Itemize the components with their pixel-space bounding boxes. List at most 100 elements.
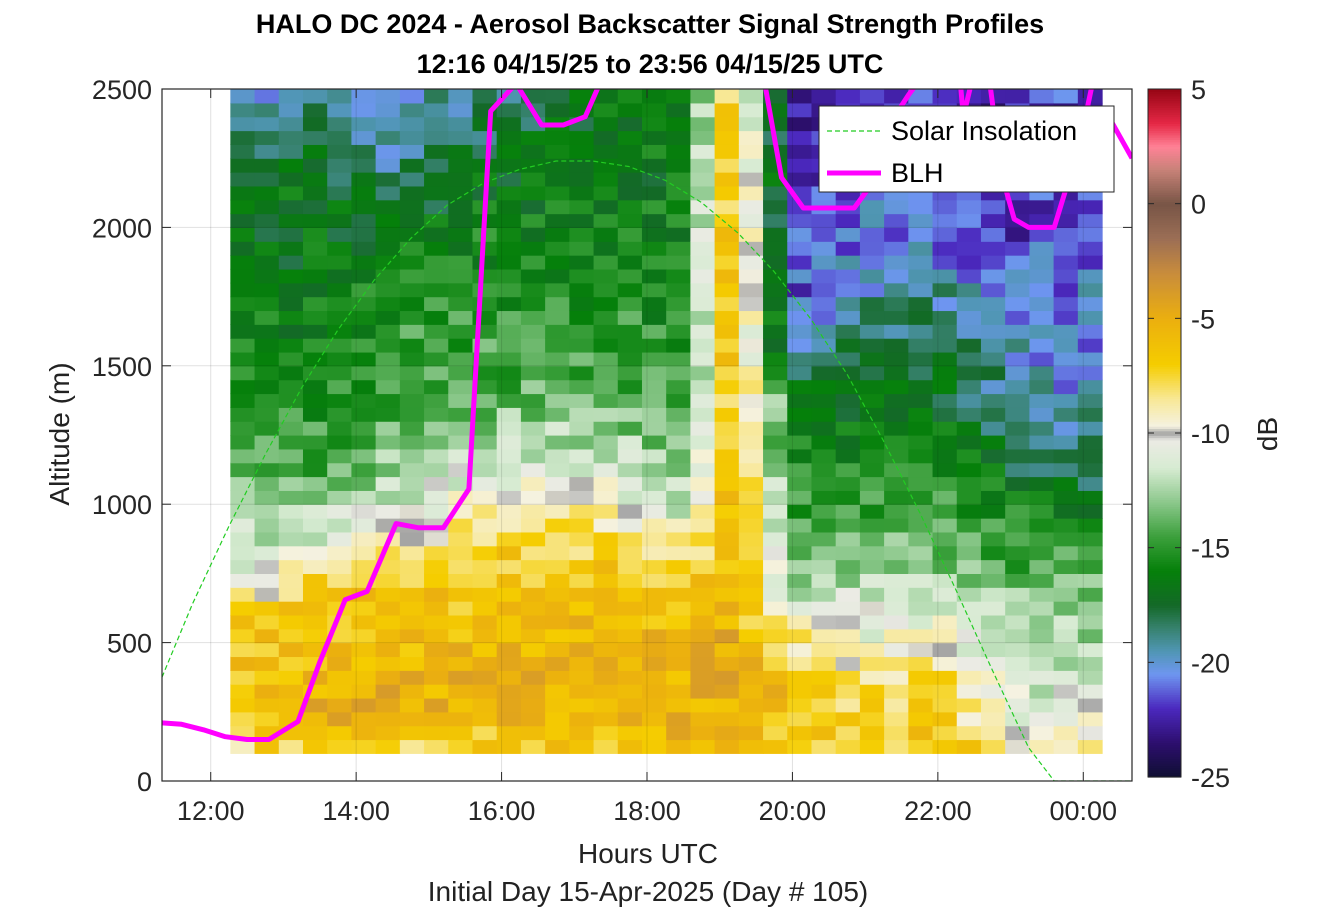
heatmap-cell [811,379,837,395]
heatmap-cell [1053,518,1079,533]
heatmap-cell [230,185,256,201]
colorbar-band [1148,334,1181,338]
heatmap-cell [569,725,595,741]
heatmap-cell [980,435,1006,450]
colorbar-band [1148,650,1181,654]
heatmap-cell [472,144,498,159]
colorbar-band [1148,226,1181,230]
heatmap-cell [641,697,667,713]
colorbar-band [1148,467,1181,471]
colorbar-band [1148,742,1181,746]
heatmap-cell [835,601,861,616]
heatmap-cell [763,573,788,588]
heatmap-cell [980,642,1006,658]
heatmap-cell [1053,684,1079,699]
heatmap-cell [545,614,570,630]
heatmap-cell [424,268,449,284]
heatmap-cell [859,227,885,242]
heatmap-cell [859,448,885,464]
heatmap-cell [641,642,667,658]
heatmap-cell [956,697,982,713]
heatmap-cell [1029,338,1055,353]
heatmap-cell [690,518,716,533]
heatmap-cell [351,490,377,505]
heatmap-cell [932,587,958,602]
heatmap-cell [448,656,474,671]
heatmap-cell [980,476,1006,491]
heatmap-cell [278,559,304,574]
heatmap-cell [714,711,740,727]
heatmap-cell [738,89,764,104]
heatmap-cell [424,697,449,713]
colorbar-band [1148,394,1181,397]
heatmap-cell [472,421,498,436]
heatmap-cell [908,435,934,450]
heatmap-cell [230,144,256,159]
heatmap-cell [738,324,764,339]
heatmap-cell [859,504,885,519]
heatmap-cell [351,379,377,395]
heatmap-cell [738,255,764,270]
heatmap-cell [617,296,643,312]
heatmap-cell [593,130,619,145]
colorbar-band [1148,699,1181,702]
heatmap-cell [545,739,570,754]
colorbar-band [1148,435,1181,439]
heatmap-cell [738,725,764,741]
x-tick-label: 14:00 [322,796,390,826]
heatmap-cell [714,614,740,630]
heatmap-cell [690,255,716,270]
heatmap-cell [1029,504,1055,519]
heatmap-cell [399,324,425,339]
colorbar-band [1148,680,1181,684]
heatmap-cell [569,476,595,491]
heatmap-cell [617,102,643,118]
heatmap-cell [424,130,449,145]
heatmap-cell [230,559,256,574]
colorbar-band [1148,187,1181,191]
heatmap-cell [980,213,1006,228]
heatmap-cell [908,462,934,478]
heatmap-cell [351,365,377,381]
heatmap-cell [811,642,837,658]
heatmap-cell [884,697,909,713]
heatmap-cell [496,116,522,132]
colorbar-band [1148,582,1181,585]
heatmap-cell [302,282,328,298]
heatmap-cell [811,739,837,754]
heatmap-cell [714,601,740,616]
heatmap-cell [351,435,377,450]
colorbar-band [1148,203,1181,207]
heatmap-cell [1053,448,1079,464]
heatmap-cell [302,490,328,505]
heatmap-cell [908,504,934,519]
heatmap-cell [302,711,328,727]
heatmap-cell [932,462,958,478]
heatmap-cell [956,199,982,215]
heatmap-cell [230,573,256,588]
colorbar-band [1148,774,1181,778]
heatmap-cell [1005,697,1030,713]
heatmap-cell [496,642,522,658]
heatmap-cell [617,573,643,588]
heatmap-cell [448,338,474,353]
heatmap-cell [520,365,546,381]
heatmap-cell [520,435,546,450]
heatmap-cell [327,172,353,187]
heatmap-cell [690,490,716,505]
heatmap-cell [763,462,788,478]
heatmap-cell [496,711,522,727]
heatmap-cell [254,324,280,339]
heatmap-cell [1077,628,1103,644]
heatmap-cell [472,476,498,491]
heatmap-cell [375,684,401,699]
colorbar-band [1148,199,1181,202]
heatmap-cell [278,296,304,312]
heatmap-cell [254,185,280,201]
heatmap-cell [980,282,1006,298]
heatmap-cell [690,89,716,104]
heatmap-cell [520,407,546,422]
heatmap-cell [835,531,861,547]
heatmap-cell [738,587,764,602]
heatmap-cell [835,393,861,408]
